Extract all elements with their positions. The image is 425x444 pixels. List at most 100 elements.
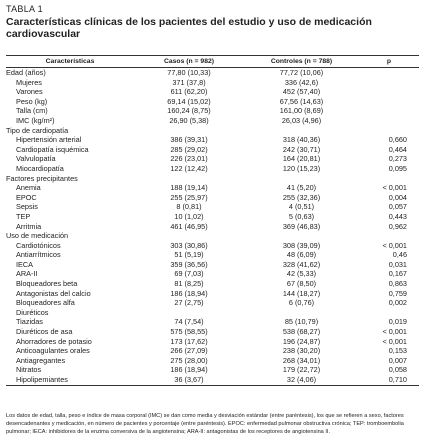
table-row: Valvulopatía 226 (23,01) 164 (20,81) 0,273	[6, 154, 419, 164]
row-label: Nitratos	[16, 365, 42, 375]
row-label: Bloqueadores alfa	[16, 298, 75, 308]
cell: 120 (15,23)	[282, 163, 321, 173]
table-row: Varones 611 (62,20) 452 (57,40)	[6, 87, 419, 97]
cell: 0,095	[388, 163, 407, 173]
cell: 179 (22,72)	[282, 365, 321, 375]
cell	[359, 87, 419, 97]
cell: 26,90 (5,38)	[169, 115, 209, 125]
cell: 196 (24,87)	[282, 336, 321, 346]
cell: 77,80 (10,33)	[167, 68, 211, 77]
row-label: Cardiopatía isquémica	[16, 144, 89, 154]
row-label: Diuréticos de asa	[16, 327, 73, 337]
cell: 48 (6,09)	[286, 250, 317, 260]
cell: 0,019	[388, 317, 407, 327]
row-label: TEP	[16, 211, 31, 221]
cell: 369 (46,83)	[282, 221, 321, 231]
cell: 0,863	[388, 279, 407, 289]
table-row: EPOC 255 (25,97) 255 (32,36) 0,004	[6, 193, 419, 203]
cell: 0,153	[388, 346, 407, 356]
cell: 0,031	[388, 259, 407, 269]
row-label: Hipertensión arterial	[16, 135, 82, 145]
cell: 255 (25,97)	[170, 192, 208, 202]
cell: 8 (0,81)	[176, 202, 202, 212]
cell: 5 (0,63)	[288, 211, 315, 221]
cell: < 0,001	[382, 183, 407, 193]
cell: 4 (0,51)	[288, 202, 315, 212]
footnote: Los datos de edad, talla, peso e índice …	[6, 413, 404, 435]
cell: 266 (27,09)	[170, 346, 208, 356]
cell: 452 (57,40)	[282, 87, 321, 97]
table-caption: Características clínicas de los paciente…	[6, 16, 372, 40]
cell: 85 (10,79)	[284, 317, 319, 327]
table-row: Edad (años) 77,80 (10,33) 77,72 (10,06)	[6, 68, 419, 78]
cell	[359, 78, 419, 88]
cell: 74 (7,54)	[174, 317, 204, 327]
row-label: Tiazidas	[16, 317, 43, 327]
row-label: Valvulopatía	[16, 154, 56, 164]
cell: 226 (23,01)	[170, 154, 208, 164]
cell: 6 (0,76)	[288, 298, 315, 308]
cell: 67,56 (14,63)	[279, 96, 324, 106]
row-label: Cardiotónicos	[16, 240, 61, 250]
cell: 0,058	[388, 365, 407, 375]
table-row: IMC (kg/m²) 26,90 (5,38) 26,03 (4,96)	[6, 116, 419, 126]
cell: 255 (32,36)	[282, 192, 321, 202]
cell: 238 (30,20)	[282, 346, 321, 356]
cell: 336 (42,6)	[284, 77, 319, 87]
cell: 188 (19,14)	[170, 183, 208, 193]
row-label: Sepsis	[16, 202, 38, 212]
table-row: Tiazidas 74 (7,54) 85 (10,79) 0,019	[6, 317, 419, 327]
cell	[359, 106, 419, 116]
cell: 69 (7,03)	[174, 269, 204, 279]
section-row: Tipo de cardiopatía	[6, 126, 419, 136]
section-row: Uso de medicación	[6, 231, 419, 241]
cell: 51 (5,19)	[174, 250, 204, 260]
table-row: Hipertensión arterial 386 (39,31) 318 (40,…	[6, 135, 419, 145]
cell	[359, 97, 419, 107]
table-row: Hipolipemiantes 36 (3,67) 32 (4,06) 0,710	[6, 375, 419, 386]
table-row: IECA 359 (36,56) 328 (41,62) 0,031	[6, 260, 419, 270]
cell: 303 (30,86)	[170, 240, 208, 250]
cell	[359, 116, 419, 126]
section-title: Tipo de cardiopatía	[6, 125, 69, 135]
column-header: Casos (n = 982)	[134, 55, 244, 68]
table-row: Nitratos 186 (18,94) 179 (22,72) 0,058	[6, 365, 419, 375]
cell	[359, 68, 419, 78]
cell: 575 (58,55)	[170, 327, 208, 337]
cell: 41 (5,20)	[286, 183, 317, 193]
cell: 69,14 (15,02)	[167, 96, 211, 106]
cell: 42 (5,33)	[286, 269, 317, 279]
data-table: Características Casos (n = 982) Controle…	[6, 55, 419, 386]
cell: 26,03 (4,96)	[281, 115, 322, 125]
cell: 122 (12,42)	[170, 163, 208, 173]
cell: 0,962	[388, 221, 407, 231]
cell	[244, 308, 359, 318]
cell: 308 (39,09)	[282, 240, 321, 250]
cell: 0,759	[388, 288, 407, 298]
column-header: Controles (n = 788)	[244, 55, 359, 68]
row-label: Antiagregantes	[16, 355, 66, 365]
cell: 0,007	[388, 355, 407, 365]
row-label: Diuréticos	[16, 307, 49, 317]
row-label: Bloqueadores beta	[16, 279, 78, 289]
cell: 0,660	[388, 135, 407, 145]
cell: < 0,001	[382, 327, 407, 337]
cell: < 0,001	[382, 240, 407, 250]
cell: 285 (29,02)	[170, 144, 208, 154]
row-label: Miocardiopatía	[16, 163, 64, 173]
table-number: TABLA 1	[6, 4, 43, 14]
cell: 0,167	[388, 269, 407, 279]
cell: 538 (68,27)	[282, 327, 321, 337]
table-row: ARA-II 69 (7,03) 42 (5,33) 0,167	[6, 269, 419, 279]
cell: 0,710	[359, 375, 419, 386]
row-label: Anticoagulantes orales	[16, 346, 90, 356]
table-row: Miocardiopatía 122 (12,42) 120 (15,23) 0,09…	[6, 164, 419, 174]
cell: 161,00 (8,69)	[279, 106, 324, 116]
row-label: EPOC	[16, 192, 37, 202]
column-header: Características	[6, 55, 134, 68]
cell: 0,002	[388, 298, 407, 308]
table-row: Bloqueadores alfa 27 (2,75) 6 (0,76) 0,002	[6, 298, 419, 308]
cell: 359 (36,56)	[170, 259, 208, 269]
cell: 0,464	[388, 144, 407, 154]
